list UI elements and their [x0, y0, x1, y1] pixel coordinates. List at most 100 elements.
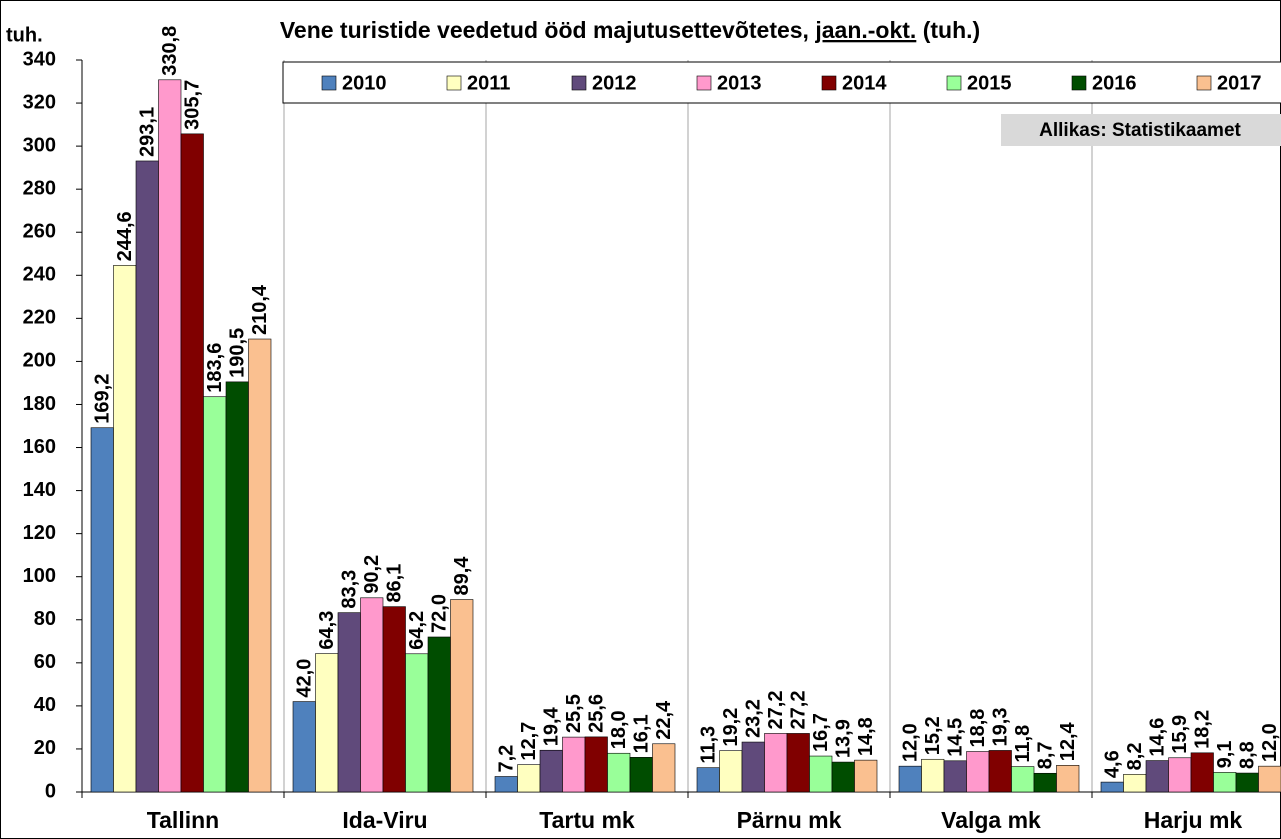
- bar: [517, 764, 541, 793]
- bar: [966, 751, 990, 793]
- y-tick-label: 220: [23, 307, 56, 329]
- bar: [180, 133, 204, 793]
- bar: [921, 758, 945, 793]
- data-label: 4,6: [1102, 750, 1124, 778]
- data-label: 86,1: [384, 564, 406, 603]
- bar: [427, 636, 451, 793]
- bar: [831, 761, 855, 793]
- x-tick-label: Tallinn: [147, 807, 219, 833]
- legend-label: 2010: [342, 72, 387, 94]
- bar: [809, 755, 833, 793]
- data-label: 11,8: [1012, 725, 1034, 763]
- y-tick-label: 40: [34, 694, 56, 716]
- bar: [1033, 772, 1057, 793]
- data-label: 13,9: [833, 719, 855, 758]
- y-tick-label: 180: [23, 393, 56, 415]
- y-tick-label: 340: [23, 48, 56, 70]
- x-tick-label: Harju mk: [1144, 807, 1243, 833]
- bar: [719, 750, 743, 793]
- bar: [450, 599, 474, 793]
- bar: [1056, 765, 1080, 793]
- legend-swatch: [946, 75, 962, 91]
- data-label: 183,6: [204, 343, 226, 393]
- y-tick-label: 300: [23, 134, 56, 156]
- data-label: 19,4: [541, 706, 563, 746]
- data-label: 15,9: [1169, 715, 1191, 754]
- data-label: 8,2: [1124, 743, 1146, 771]
- data-label: 8,8: [1237, 741, 1259, 769]
- data-label: 16,1: [631, 714, 653, 753]
- data-label: 27,2: [788, 691, 810, 730]
- legend-swatch: [696, 75, 712, 91]
- bar: [1011, 766, 1035, 793]
- data-label: 330,8: [159, 26, 181, 76]
- data-label: 14,6: [1147, 718, 1169, 757]
- bar: [494, 776, 518, 793]
- data-label: 14,5: [945, 718, 967, 757]
- y-tick-label: 160: [23, 436, 56, 458]
- legend-label: 2013: [717, 72, 762, 94]
- data-label: 7,2: [496, 745, 518, 773]
- bar: [1190, 752, 1214, 793]
- data-label: 18,2: [1192, 710, 1214, 749]
- data-label: 14,8: [855, 717, 877, 756]
- legend-swatch: [446, 75, 462, 91]
- data-label: 18,0: [608, 710, 630, 749]
- x-tick-label: Valga mk: [941, 807, 1041, 833]
- legend-label: 2015: [967, 72, 1012, 94]
- bar: [629, 757, 653, 793]
- bar: [943, 760, 967, 793]
- bar: [786, 733, 810, 793]
- bar: [1258, 765, 1281, 793]
- x-tick-label: Pärnu mk: [737, 807, 842, 833]
- data-label: 11,3: [698, 726, 720, 764]
- bar: [248, 338, 272, 793]
- bar: [741, 741, 765, 793]
- bar: [1100, 781, 1124, 793]
- title-part: Vene turistide veedetud ööd majutusettev…: [280, 17, 816, 43]
- legend-label: 2012: [592, 72, 637, 94]
- data-label: 16,7: [810, 713, 832, 752]
- bar: [854, 759, 878, 793]
- source-label: Allikas: Statistikaamet: [1039, 120, 1241, 141]
- y-tick-label: 0: [45, 780, 56, 802]
- source-box: [1001, 114, 1281, 146]
- bar: [382, 606, 406, 793]
- data-label: 293,1: [137, 107, 159, 157]
- bar: [405, 653, 429, 793]
- bar: [1235, 772, 1259, 793]
- data-label: 18,8: [967, 709, 989, 748]
- data-label: 12,0: [900, 723, 922, 762]
- data-label: 15,2: [922, 716, 944, 755]
- data-label: 244,6: [114, 211, 136, 261]
- y-tick-label: 100: [23, 565, 56, 587]
- bar: [1145, 760, 1169, 793]
- y-tick-label: 20: [34, 737, 56, 759]
- bar: [539, 749, 563, 793]
- data-label: 42,0: [294, 659, 316, 698]
- bar: [764, 733, 788, 793]
- bar: [158, 79, 182, 793]
- data-label: 12,4: [1057, 722, 1079, 762]
- data-label: 8,7: [1035, 741, 1057, 769]
- y-tick-label: 140: [23, 479, 56, 501]
- legend-label: 2014: [842, 72, 887, 94]
- legend-box: [282, 61, 1281, 104]
- data-label: 210,4: [249, 284, 271, 335]
- title-part: jaan.-okt.: [814, 17, 916, 43]
- legend-label: 2017: [1217, 72, 1262, 94]
- bar: [696, 767, 720, 793]
- bar: [1213, 772, 1237, 793]
- data-label: 23,2: [743, 699, 765, 738]
- data-label: 22,4: [653, 700, 675, 740]
- data-label: 305,7: [182, 80, 204, 130]
- legend-swatch: [321, 75, 337, 91]
- bar: [203, 396, 227, 793]
- data-label: 27,2: [765, 691, 787, 730]
- data-label: 19,2: [720, 708, 742, 747]
- bar: [135, 160, 159, 793]
- data-label: 190,5: [227, 328, 249, 378]
- bar: [315, 653, 339, 793]
- y-axis-label: tuh.: [6, 24, 43, 46]
- x-tick-label: Tartu mk: [539, 807, 635, 833]
